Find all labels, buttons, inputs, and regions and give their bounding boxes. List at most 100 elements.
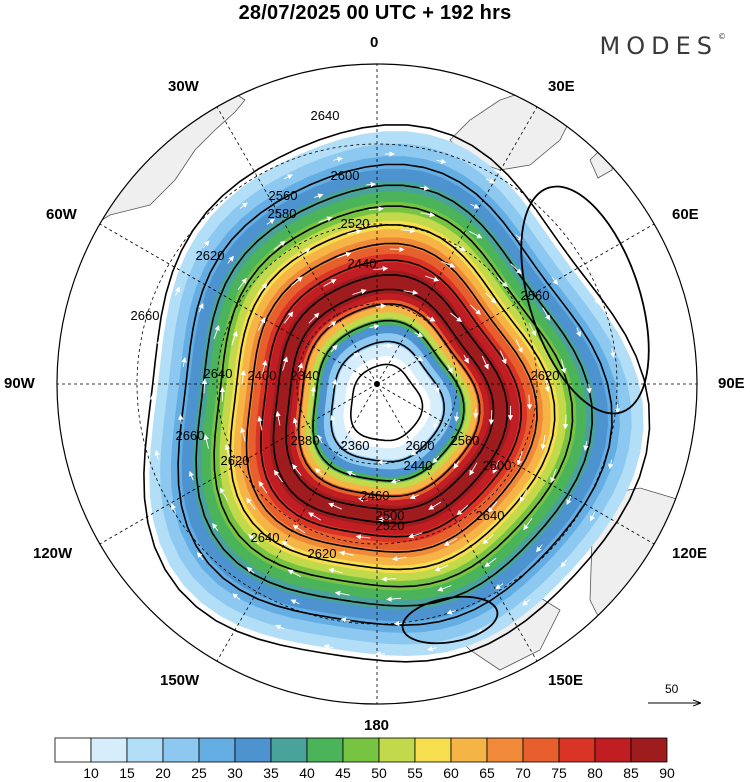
wind-arrow [257,282,268,295]
colorbar-tick-label: 75 [551,765,567,781]
wind-arrow [297,362,303,373]
colorbar-tick-label: 70 [515,765,531,781]
wind-arrow [499,350,507,365]
colorbar-swatch [198,737,236,763]
wind-arrow [291,276,303,287]
wind-arrow [258,481,268,494]
colorbar-swatch [234,737,272,763]
contour-label: 2620 [196,248,225,263]
wind-arrow [314,468,323,476]
wind-arrow [340,617,351,623]
wind-arrow [469,304,482,315]
colorbar-swatch [378,737,416,763]
wind-arrow [610,348,616,358]
colorbar-tick-label: 85 [623,765,639,781]
lon-label-120w: 120W [33,545,73,562]
contour-label: 2380 [291,433,320,448]
wind-arrow [522,599,531,606]
colorbar-tick-label: 65 [479,765,495,781]
colorbar-swatch [594,737,632,763]
colorbar-swatch [630,737,668,763]
wind-arrow [594,295,599,305]
wind-arrow [542,307,551,321]
colorbar-swatch [270,737,308,763]
wind-arrow [373,266,389,272]
wind-arrow [275,410,281,426]
wind-arrow [369,324,380,330]
contour-label: 2620 [308,546,337,561]
wind-arrow [528,322,537,337]
wind-arrow [337,252,352,259]
lon-label-0: 0 [370,34,379,51]
wind-arrow [368,206,384,212]
height-contour [260,259,523,538]
height-contour [213,205,574,588]
wind-arrow [239,202,248,209]
wind-arrow [330,344,338,353]
wind-arrow [481,355,489,370]
wind-arrow [561,359,567,374]
contour-label: 2600 [483,458,512,473]
contour-label: 2560 [521,288,550,303]
wind-arrow [590,512,595,522]
contour-label: 2560 [269,188,298,203]
wind-arrow [331,378,337,389]
wind-arrow [583,441,589,451]
colorbar-tick-label: 45 [335,765,351,781]
wind-arrow [425,275,440,282]
wind-arrow [523,517,533,531]
wind-arrow [292,417,298,428]
wind-arrow [290,599,300,605]
wind-arrow [212,522,219,532]
wind-arrow [333,156,343,162]
lon-label-60w: 60W [46,206,77,223]
wind-arrow [246,566,255,574]
wind-arrow [231,330,238,346]
wind-arrow [454,411,460,422]
wind-arrow [482,534,494,545]
brand-mark: © [718,32,726,41]
wind-arrow [232,593,241,600]
contour-label: 2660 [131,308,160,323]
colorbar-tick-label: 20 [155,765,171,781]
wind-arrow [156,338,162,349]
wind-arrow [355,534,371,540]
lon-label-30e: 30E [548,78,575,95]
meridian-line [216,106,378,385]
height-contour [272,274,509,525]
wind-arrow [463,354,469,364]
wind-arrow [420,211,436,218]
wind-arrow [485,292,497,304]
wind-arrow [456,505,469,516]
wind-arrow [246,497,256,510]
contour-label: 2520 [341,216,370,231]
height-contour [143,124,651,663]
contour-label: 2580 [268,206,297,221]
wind-arrow [526,394,533,410]
colorbar-swatch [90,737,128,763]
wind-arrow [450,312,463,323]
contour-label: 2600 [331,168,360,183]
lon-label-60e: 60E [672,206,699,223]
wind-arrow [453,460,460,469]
wind-arrow [392,555,407,562]
wind-arrow [171,503,176,513]
wind-arrow [419,185,430,191]
geopotential-contours [143,124,651,663]
wind-arrow [181,357,187,367]
height-contour [229,224,556,571]
wind-arrow [409,494,420,500]
wind-arrow [154,450,160,460]
lon-label-90w: 90W [4,375,35,392]
wind-arrow [323,278,337,287]
wind-arrow [201,378,208,394]
map-border [56,63,698,705]
latitude-circle [216,223,538,545]
contour-label: 2600 [406,438,435,453]
wind-arrow [510,263,522,275]
contour-label: 2560 [451,433,480,448]
colorbar-swatch [342,737,380,763]
colorbar [54,737,668,763]
